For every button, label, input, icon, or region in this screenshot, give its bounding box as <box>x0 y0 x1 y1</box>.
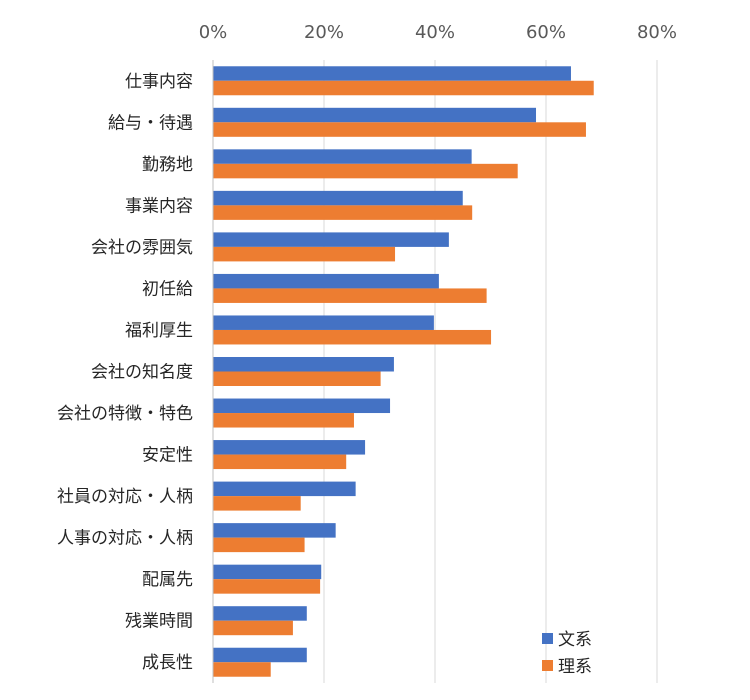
category-label: 福利厚生 <box>125 321 193 341</box>
bar-series-1 <box>213 66 571 81</box>
category-label: 事業内容 <box>125 196 193 216</box>
x-tick-label: 40% <box>415 22 455 43</box>
x-tick-label: 20% <box>304 22 344 43</box>
bar-series-1 <box>213 315 434 330</box>
bar-series-2 <box>213 662 271 677</box>
category-label: 給与・待遇 <box>108 113 193 133</box>
bar-series-2 <box>213 537 305 553</box>
category-labels: 仕事内容給与・待遇勤務地事業内容会社の雰囲気初任給福利厚生会社の知名度会社の特徴… <box>57 72 193 673</box>
category-label: 社員の対応・人柄 <box>57 487 193 507</box>
bar-series-2 <box>213 122 586 137</box>
bar-series-1 <box>213 647 307 663</box>
category-label: 会社の知名度 <box>91 363 193 383</box>
legend-swatch-series-1 <box>542 633 553 644</box>
category-label: 会社の特徴・特色 <box>57 404 193 424</box>
x-tick-label: 0% <box>199 22 228 43</box>
bar-series-1 <box>213 273 439 289</box>
category-label: 配属先 <box>142 570 193 590</box>
bar-series-1 <box>213 440 366 455</box>
x-axis-ticks: 0% 20% 40% 60% 80% <box>199 22 677 43</box>
category-label: 勤務地 <box>142 155 193 175</box>
legend-label-series-2: 理系 <box>558 657 592 677</box>
category-label: 初任給 <box>142 279 193 299</box>
bar-series-1 <box>213 523 336 538</box>
bar-series-2 <box>213 620 293 636</box>
category-label: 残業時間 <box>125 612 193 632</box>
category-label: 仕事内容 <box>125 72 193 92</box>
bar-series-2 <box>213 413 354 428</box>
bar-series-2 <box>213 579 321 594</box>
bar-series-2 <box>213 205 473 220</box>
bar-series-2 <box>213 246 396 262</box>
bars <box>213 66 594 677</box>
bar-series-2 <box>213 496 301 511</box>
bar-series-1 <box>213 398 391 414</box>
bar-series-1 <box>213 357 394 372</box>
bar-series-2 <box>213 329 492 345</box>
x-tick-label: 80% <box>637 22 677 43</box>
bar-series-1 <box>213 107 537 123</box>
bar-series-1 <box>213 606 307 621</box>
bar-series-1 <box>213 232 449 247</box>
legend-label-series-1: 文系 <box>558 630 592 650</box>
bar-series-1 <box>213 149 472 164</box>
bar-series-1 <box>213 564 322 580</box>
bar-series-2 <box>213 163 518 179</box>
category-label: 会社の雰囲気 <box>91 238 193 258</box>
category-label: 成長性 <box>142 653 193 673</box>
bar-series-2 <box>213 454 347 470</box>
x-tick-label: 60% <box>526 22 566 43</box>
bar-series-2 <box>213 288 487 303</box>
category-label: 人事の対応・人柄 <box>57 529 193 549</box>
legend: 文系 理系 <box>542 630 592 677</box>
category-label: 安定性 <box>142 446 193 466</box>
bar-series-1 <box>213 481 356 497</box>
bar-series-2 <box>213 80 594 96</box>
bar-series-2 <box>213 371 381 386</box>
bar-series-1 <box>213 190 463 206</box>
legend-swatch-series-2 <box>542 660 553 671</box>
